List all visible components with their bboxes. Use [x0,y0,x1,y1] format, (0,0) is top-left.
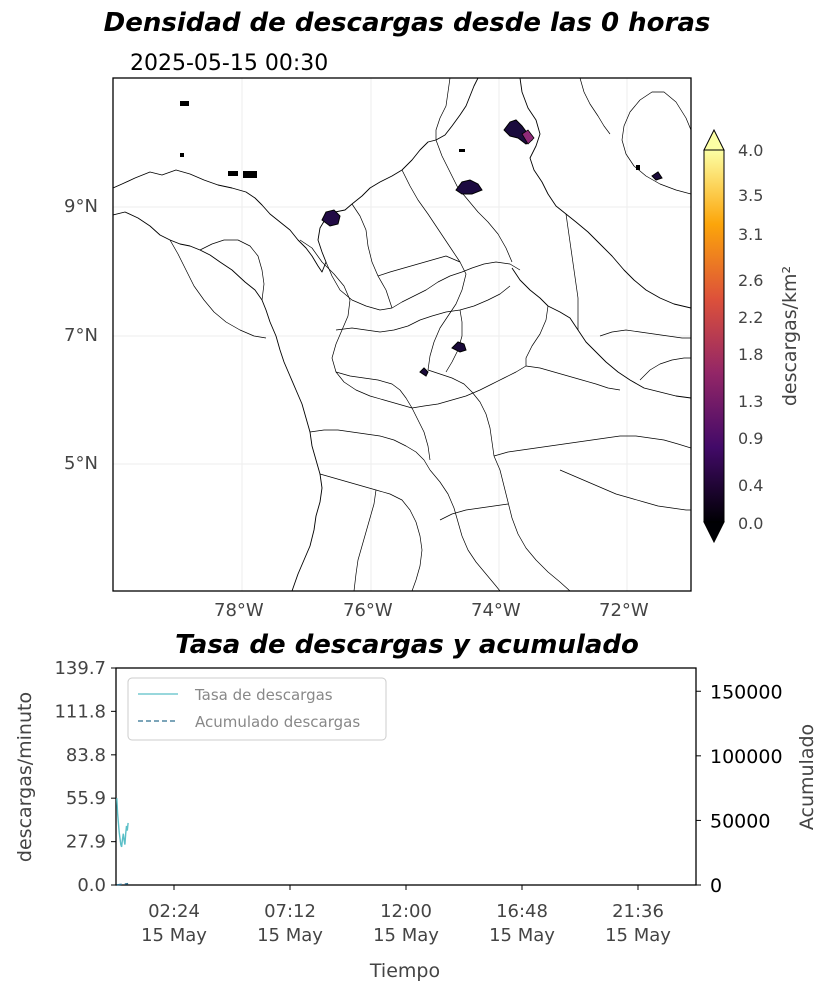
coastline-pacific [269,321,323,591]
series-line-rate [116,798,129,848]
colorbar-tick: 0.9 [738,429,764,448]
blob-2 [455,179,483,195]
x-tick-date-label: 15 May [605,925,671,946]
legend [127,677,387,741]
colorbar-tick: 0.4 [738,476,764,495]
series-line-cumulative [116,882,129,886]
blob-8 [228,171,238,176]
map-timestamp: 2025-05-15 00:30 [130,51,329,76]
y2-tick-label: 150000 [710,681,783,703]
lon-label-76w: 76°W [343,600,393,621]
lon-label-78w: 78°W [214,600,264,621]
legend-label-cumulative: Acumulado descargas [195,713,361,731]
colorbar-tick: 2.2 [738,308,764,327]
department-borders [169,78,691,591]
blob-6 [180,101,189,106]
x-tick-time-label: 16:48 [496,901,548,922]
x-tick-date-label: 15 May [373,925,439,946]
x-tick-time-label: 21:36 [612,901,664,922]
lat-label-5n: 5°N [64,453,98,474]
y-tick-label: 111.8 [54,701,106,722]
y-tick-label: 0.0 [77,875,106,896]
y-tick-label: 83.8 [66,745,106,766]
y2-tick-label: 100000 [710,746,783,768]
density-blobs [180,101,663,377]
legend-label-rate: Tasa de descargas [195,686,333,704]
y2-axis-label: Acumulado [796,723,818,831]
y-tick-label: 139.7 [54,658,106,679]
x-tick-time-label: 07:12 [264,901,316,922]
colorbar-tick: 4.0 [738,141,764,160]
y-tick-label: 55.9 [66,788,106,809]
blob-north-peak [521,129,535,145]
blob-3 [321,209,341,227]
blob-4 [451,341,467,353]
lon-label-74w: 74°W [471,600,521,621]
y-axis-label: descargas/minuto [14,691,36,863]
x-tick-date-label: 15 May [257,925,323,946]
x-tick-time-label: 02:24 [148,901,200,922]
x-tick-date-label: 15 May [489,925,555,946]
colorbar-tick: 2.6 [738,271,764,290]
lat-label-7n: 7°N [64,325,98,346]
colorbar-tick: 1.8 [738,345,764,364]
colorbar-tick: 0.0 [738,514,764,533]
lon-label-72w: 72°W [599,600,649,621]
blob-5 [419,367,429,377]
coastline-north [113,78,479,273]
blob-10 [459,149,465,152]
lat-label-9n: 9°N [64,196,98,217]
y2-tick-label: 0 [710,875,722,897]
colorbar-tick: 3.5 [738,186,764,205]
blob-11 [636,165,640,170]
timeseries-title: Tasa de descargas y acumulado [175,630,639,660]
blob-12 [651,171,663,181]
colorbar [703,128,725,544]
map-title: Densidad de descargas desde las 0 horas [103,8,711,38]
blob-7 [180,153,184,157]
x-tick-date-label: 15 May [141,925,207,946]
blob-9 [243,171,257,178]
y2-tick-label: 50000 [710,810,770,832]
border-east [519,78,691,309]
x-tick-time-label: 12:00 [380,901,432,922]
colorbar-tick: 1.3 [738,392,764,411]
y-tick-label: 27.9 [66,832,106,853]
x-axis-label: Tiempo [369,960,441,982]
border-venezuela [511,267,691,399]
colorbar-tick: 3.1 [738,225,764,244]
